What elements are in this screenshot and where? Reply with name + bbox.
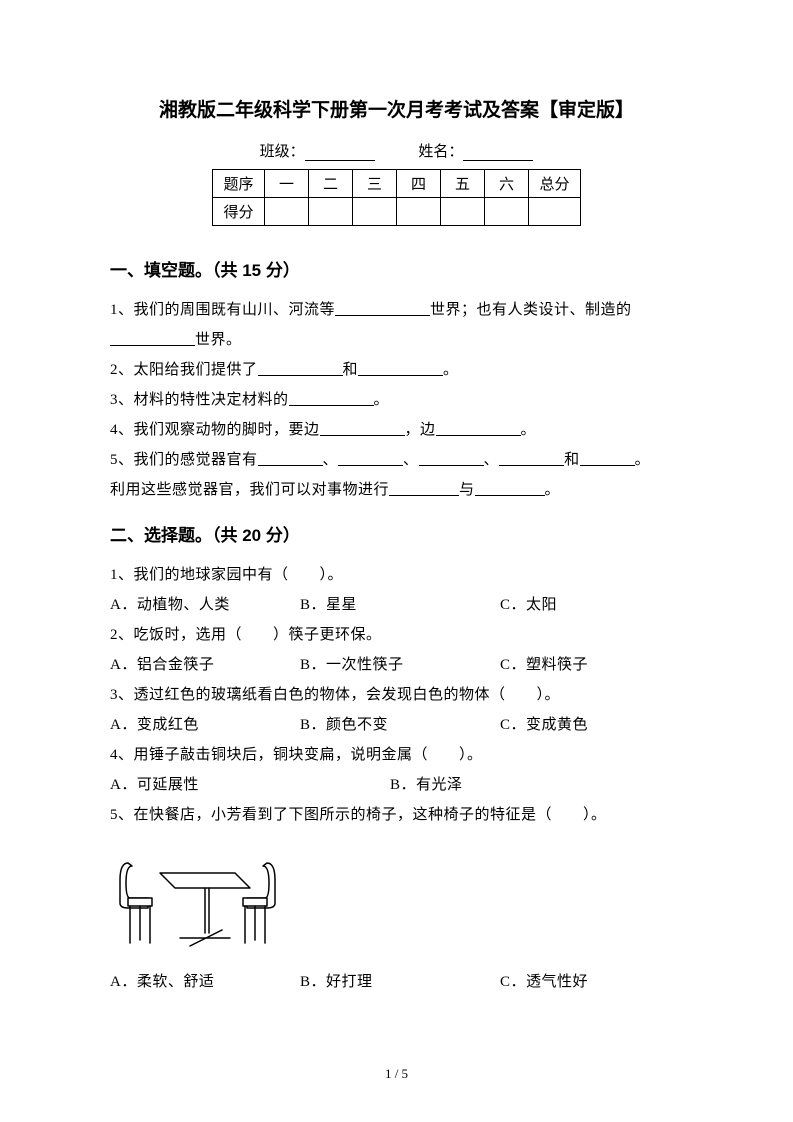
col-total: 总分 <box>529 170 581 198</box>
score-cell[interactable] <box>529 198 581 226</box>
fill-q4: 4、我们观察动物的脚时，要边 ，边 。 <box>110 415 683 445</box>
col-1: 一 <box>265 170 309 198</box>
opt-c[interactable]: C．变成黄色 <box>500 710 683 740</box>
text: 和 <box>343 362 359 378</box>
choice-q3-opts: A．变成红色 B．颜色不变 C．变成黄色 <box>110 710 683 740</box>
fill-q1: 1、我们的周围既有山川、河流等 世界；也有人类设计、制造的 <box>110 295 683 325</box>
opt-b[interactable]: B．星星 <box>300 590 500 620</box>
opt-c[interactable]: C．太阳 <box>500 590 683 620</box>
text: 和 <box>564 452 580 468</box>
blank[interactable] <box>258 448 323 466</box>
opt-b[interactable]: B．一次性筷子 <box>300 650 500 680</box>
score-cell[interactable] <box>265 198 309 226</box>
table-row: 题序 一 二 三 四 五 六 总分 <box>213 170 581 198</box>
text: ，边 <box>405 422 436 438</box>
blank[interactable] <box>419 448 484 466</box>
blank[interactable] <box>475 478 545 496</box>
blank[interactable] <box>335 298 430 316</box>
score-cell[interactable] <box>485 198 529 226</box>
opt-c[interactable]: C．塑料筷子 <box>500 650 683 680</box>
choice-q5: 5、在快餐店，小芳看到了下图所示的椅子，这种椅子的特征是（ ）。 <box>110 800 683 830</box>
col-4: 四 <box>397 170 441 198</box>
text: 3、材料的特性决定材料的 <box>110 392 289 408</box>
opt-b[interactable]: B．颜色不变 <box>300 710 500 740</box>
text: 。 <box>374 392 390 408</box>
blank[interactable] <box>580 448 635 466</box>
choice-q2: 2、吃饭时，选用（ ）筷子更环保。 <box>110 620 683 650</box>
blank[interactable] <box>499 448 564 466</box>
page-footer: 1 / 5 <box>0 1066 793 1082</box>
name-blank[interactable] <box>463 145 533 161</box>
choice-q3: 3、透过红色的玻璃纸看白色的物体，会发现白色的物体（ ）。 <box>110 680 683 710</box>
blank[interactable] <box>289 388 374 406</box>
table-row: 得分 <box>213 198 581 226</box>
meta-row: 班级： 姓名： <box>110 140 683 161</box>
blank[interactable] <box>258 358 343 376</box>
blank[interactable] <box>358 358 443 376</box>
score-cell[interactable] <box>397 198 441 226</box>
choice-q1-opts: A．动植物、人类 B．星星 C．太阳 <box>110 590 683 620</box>
choice-q5-opts: A．柔软、舒适 B．好打理 C．透气性好 <box>110 967 683 997</box>
choice-q1: 1、我们的地球家园中有（ ）。 <box>110 560 683 590</box>
score-cell[interactable] <box>441 198 485 226</box>
col-3: 三 <box>353 170 397 198</box>
text: 2、太阳给我们提供了 <box>110 362 258 378</box>
opt-a[interactable]: A．柔软、舒适 <box>110 967 300 997</box>
opt-b[interactable]: B．有光泽 <box>390 770 683 800</box>
text: 5、我们的感觉器官有 <box>110 452 258 468</box>
blank[interactable] <box>110 328 195 346</box>
opt-a[interactable]: A．铝合金筷子 <box>110 650 300 680</box>
opt-b[interactable]: B．好打理 <box>300 967 500 997</box>
row-label: 题序 <box>213 170 265 198</box>
class-blank[interactable] <box>305 145 375 161</box>
text: 4、我们观察动物的脚时，要边 <box>110 422 320 438</box>
section-1-heading: 一、填空题。（共 15 分） <box>110 256 683 281</box>
score-cell[interactable] <box>353 198 397 226</box>
opt-a[interactable]: A．变成红色 <box>110 710 300 740</box>
text: 与 <box>459 482 475 498</box>
text: 世界；也有人类设计、制造的 <box>430 302 632 318</box>
class-label: 班级： <box>260 144 305 160</box>
score-cell[interactable] <box>309 198 353 226</box>
fill-q3: 3、材料的特性决定材料的 。 <box>110 385 683 415</box>
text: 1、我们的周围既有山川、河流等 <box>110 302 335 318</box>
blank[interactable] <box>389 478 459 496</box>
col-5: 五 <box>441 170 485 198</box>
text: 。 <box>521 422 537 438</box>
section-2-heading: 二、选择题。（共 20 分） <box>110 521 683 546</box>
text: 、 <box>403 452 419 468</box>
text: 。 <box>443 362 459 378</box>
row-label: 得分 <box>213 198 265 226</box>
page-title: 湘教版二年级科学下册第一次月考考试及答案【审定版】 <box>110 95 683 122</box>
fill-q5-cont: 利用这些感觉器官，我们可以对事物进行 与 。 <box>110 475 683 505</box>
text: 。 <box>635 452 651 468</box>
score-table: 题序 一 二 三 四 五 六 总分 得分 <box>212 169 581 226</box>
choice-q2-opts: A．铝合金筷子 B．一次性筷子 C．塑料筷子 <box>110 650 683 680</box>
choice-q4-opts: A．可延展性 B．有光泽 <box>110 770 683 800</box>
choice-q4: 4、用锤子敲击铜块后，铜块变扁，说明金属（ ）。 <box>110 740 683 770</box>
opt-a[interactable]: A．动植物、人类 <box>110 590 300 620</box>
col-2: 二 <box>309 170 353 198</box>
blank[interactable] <box>338 448 403 466</box>
name-label: 姓名： <box>418 144 463 160</box>
opt-a[interactable]: A．可延展性 <box>110 770 390 800</box>
chairs-table-figure <box>110 838 683 963</box>
text: 、 <box>484 452 500 468</box>
col-6: 六 <box>485 170 529 198</box>
text: 。 <box>545 482 561 498</box>
opt-c[interactable]: C．透气性好 <box>500 967 683 997</box>
blank[interactable] <box>320 418 405 436</box>
fill-q1-cont: 世界。 <box>110 325 683 355</box>
fill-q2: 2、太阳给我们提供了 和 。 <box>110 355 683 385</box>
blank[interactable] <box>436 418 521 436</box>
text: 利用这些感觉器官，我们可以对事物进行 <box>110 482 389 498</box>
fill-q5: 5、我们的感觉器官有 、 、 、 和 。 <box>110 445 683 475</box>
text: 、 <box>323 452 339 468</box>
text: 世界。 <box>195 332 242 348</box>
